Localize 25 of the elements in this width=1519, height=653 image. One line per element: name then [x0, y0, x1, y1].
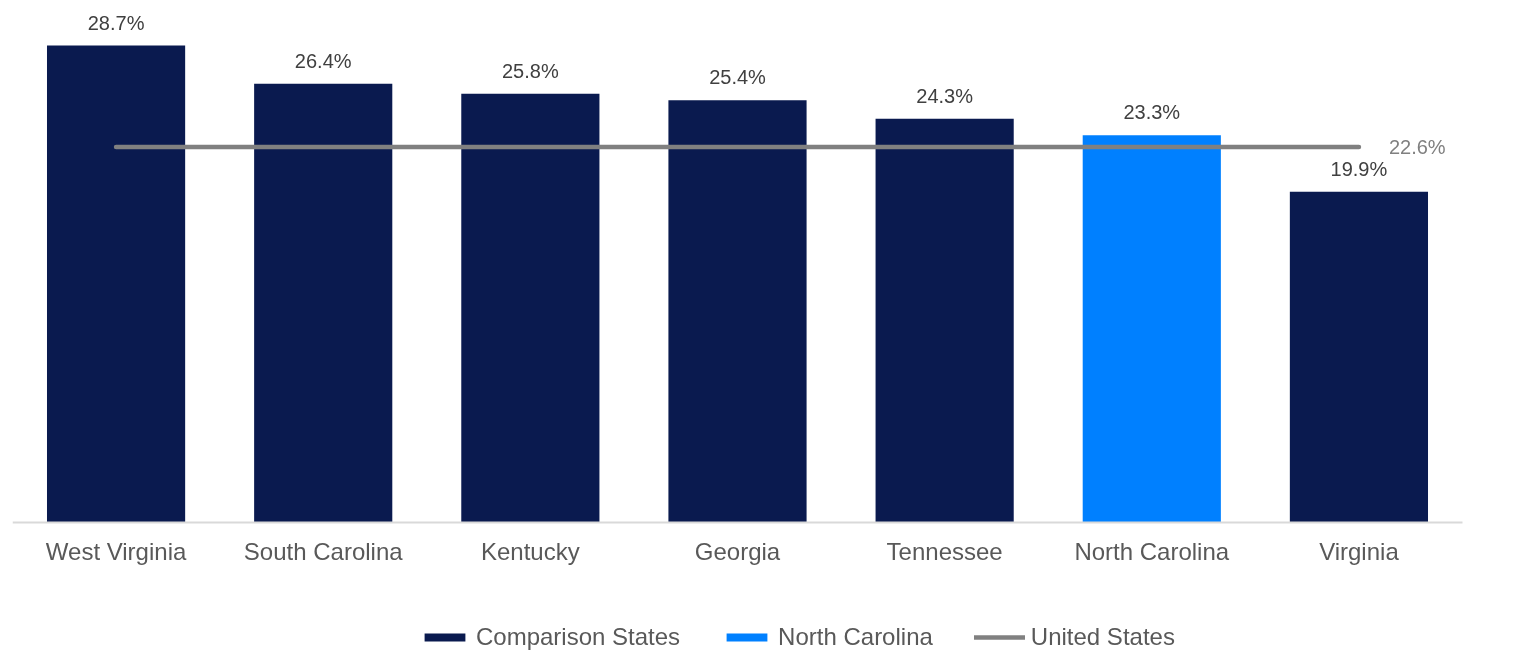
- data-label: 25.8%: [502, 59, 559, 82]
- bar: [1082, 135, 1221, 523]
- data-label: 23.3%: [1123, 101, 1181, 124]
- legend-label: Comparison States: [476, 623, 681, 651]
- bar: [254, 83, 393, 523]
- data-label: 24.3%: [916, 84, 974, 107]
- x-tick-label: Kentucky: [481, 537, 580, 565]
- x-tick-label: Georgia: [694, 537, 781, 565]
- x-tick-label: South Carolina: [243, 537, 404, 565]
- bar: [1289, 191, 1429, 523]
- bar: [461, 93, 600, 523]
- bar: [46, 45, 186, 523]
- data-label: 22.6%: [1388, 135, 1446, 158]
- legend-label: North Carolina: [778, 623, 933, 651]
- x-tick-label: West Virginia: [45, 537, 187, 565]
- data-label: 26.4%: [294, 49, 352, 72]
- x-tick-label: Tennessee: [886, 537, 1003, 565]
- legend-label: United States: [1030, 623, 1175, 651]
- data-label: 25.4%: [709, 66, 767, 89]
- x-tick-label: Virginia: [1319, 537, 1400, 565]
- data-label: 19.9%: [1330, 157, 1388, 180]
- bar: [875, 118, 1014, 523]
- x-tick-label: North Carolina: [1074, 537, 1230, 565]
- data-label: 28.7%: [87, 11, 145, 34]
- bar: [668, 100, 807, 523]
